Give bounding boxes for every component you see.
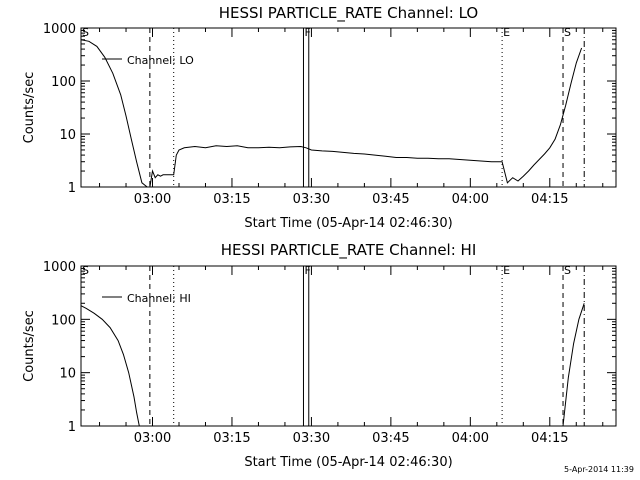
x-tick-label: 03:15	[213, 192, 250, 207]
event-marker-label: F	[304, 26, 310, 39]
y-tick-label: 100	[51, 313, 76, 328]
x-tick-label: 04:15	[531, 192, 568, 207]
chart-title: HESSI PARTICLE_RATE Channel: HI	[221, 241, 477, 260]
x-tick-label: 03:00	[134, 431, 171, 446]
event-marker-label: S	[564, 264, 571, 277]
event-marker-label: E	[503, 264, 510, 277]
series-line	[81, 303, 585, 426]
series-line	[81, 39, 583, 187]
event-marker-label: F	[304, 264, 310, 277]
y-tick-label: 1	[68, 420, 76, 435]
timestamp-label: 5-Apr-2014 11:39	[564, 465, 634, 474]
plot-frame	[80, 27, 617, 188]
x-tick-label: 03:30	[293, 192, 330, 207]
y-tick-label: 100	[51, 75, 76, 90]
plot-frame	[80, 265, 617, 427]
y-tick-label: 10	[59, 128, 76, 143]
legend-label: Channel: LO	[127, 54, 194, 67]
x-axis-label: Start Time (05-Apr-14 02:46:30)	[244, 216, 452, 231]
x-tick-label: 03:30	[293, 431, 330, 446]
x-tick-label: 03:00	[134, 192, 171, 207]
y-tick-label: 1000	[43, 260, 76, 275]
y-axis-label: Counts/sec	[22, 72, 37, 144]
x-tick-label: 03:45	[372, 192, 409, 207]
x-axis-label: Start Time (05-Apr-14 02:46:30)	[244, 455, 452, 470]
x-tick-label: 04:00	[452, 431, 489, 446]
event-marker-label: S	[82, 26, 89, 39]
event-marker-label: S	[564, 26, 571, 39]
event-marker-label: S	[82, 264, 89, 277]
x-tick-label: 03:15	[213, 431, 250, 446]
y-tick-label: 1	[68, 181, 76, 196]
x-tick-label: 03:45	[372, 431, 409, 446]
chart-title: HESSI PARTICLE_RATE Channel: LO	[219, 4, 478, 23]
y-tick-label: 1000	[43, 22, 76, 37]
y-axis-label: Counts/sec	[22, 310, 37, 382]
legend-label: Channel: HI	[127, 292, 191, 305]
event-marker-label: E	[503, 26, 510, 39]
x-tick-label: 04:00	[452, 192, 489, 207]
x-tick-label: 04:15	[531, 431, 568, 446]
y-tick-label: 10	[59, 367, 76, 382]
